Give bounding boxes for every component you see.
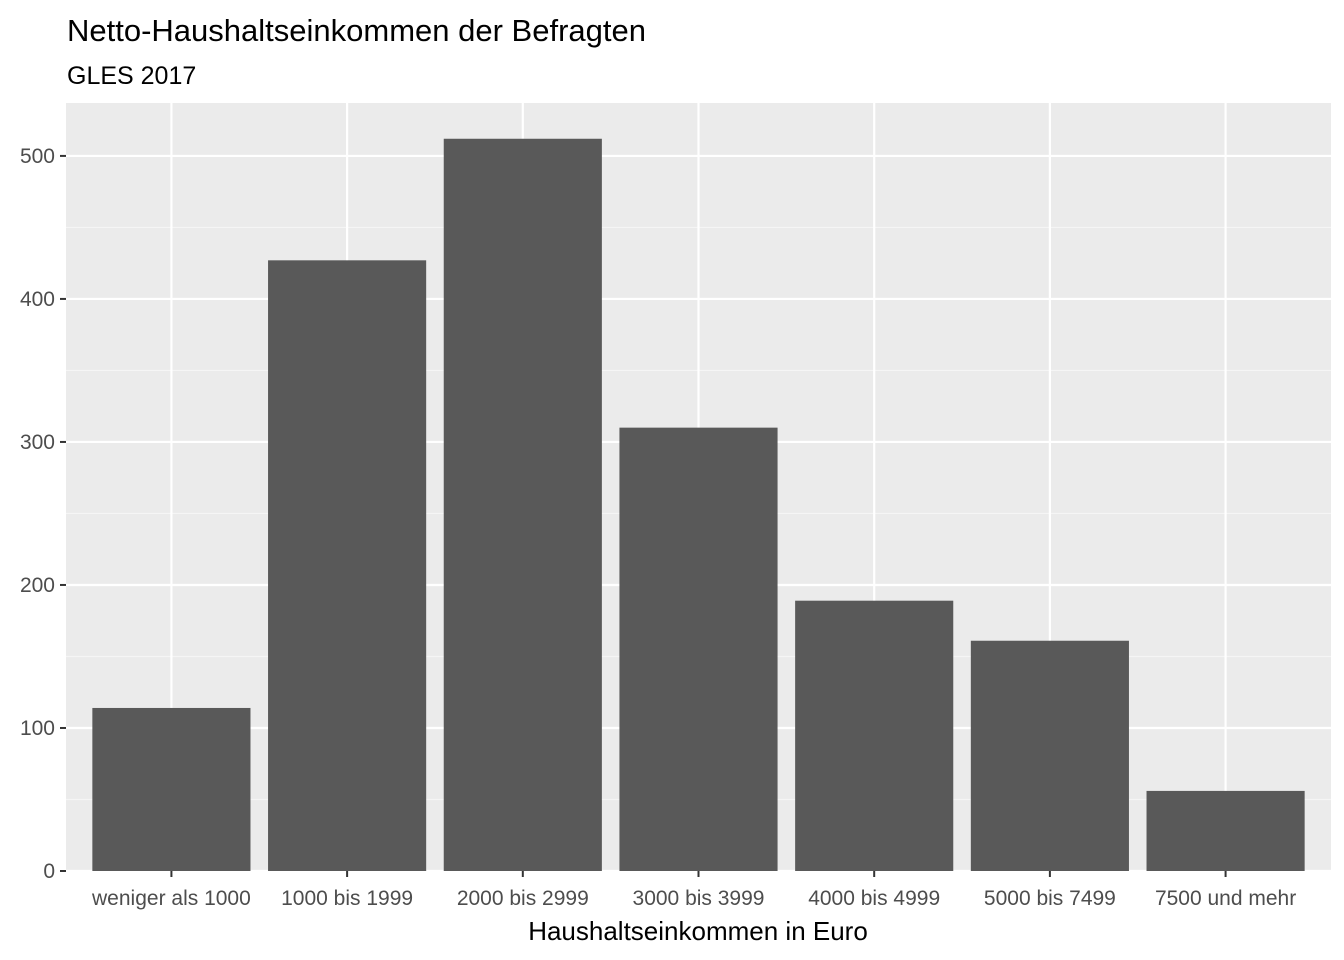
x-axis-title: Haushaltseinkommen in Euro: [528, 916, 868, 946]
y-tick-label: 500: [20, 145, 55, 168]
x-tick-label: 5000 bis 7499: [984, 887, 1116, 910]
bar: [443, 138, 602, 871]
y-tick-label: 400: [20, 288, 55, 311]
x-tick-label: 4000 bis 4999: [808, 887, 940, 910]
y-tick-label: 300: [20, 431, 55, 454]
x-axis: weniger als 1000 1000 bis 1999 2000 bis 29…: [91, 871, 1296, 910]
bar: [92, 707, 251, 871]
chart-title: Netto-Haushaltseinkommen der Befragten: [67, 13, 646, 48]
bar: [795, 600, 954, 871]
chart-subtitle: GLES 2017: [67, 62, 196, 90]
bars: [92, 138, 1305, 871]
x-tick-label: 2000 bis 2999: [457, 887, 589, 910]
x-tick-label: 7500 und mehr: [1155, 887, 1296, 910]
bar: [268, 260, 427, 871]
y-tick-label: 0: [43, 860, 55, 883]
bar: [619, 427, 778, 871]
x-tick-label: weniger als 1000: [91, 887, 251, 910]
bar: [970, 640, 1129, 871]
bar: [1146, 790, 1305, 871]
y-axis: 0 100 200 300 400 500: [20, 145, 66, 883]
y-tick-label: 200: [20, 574, 55, 597]
x-tick-label: 1000 bis 1999: [281, 887, 413, 910]
x-tick-label: 3000 bis 3999: [633, 887, 765, 910]
y-tick-label: 100: [20, 717, 55, 740]
